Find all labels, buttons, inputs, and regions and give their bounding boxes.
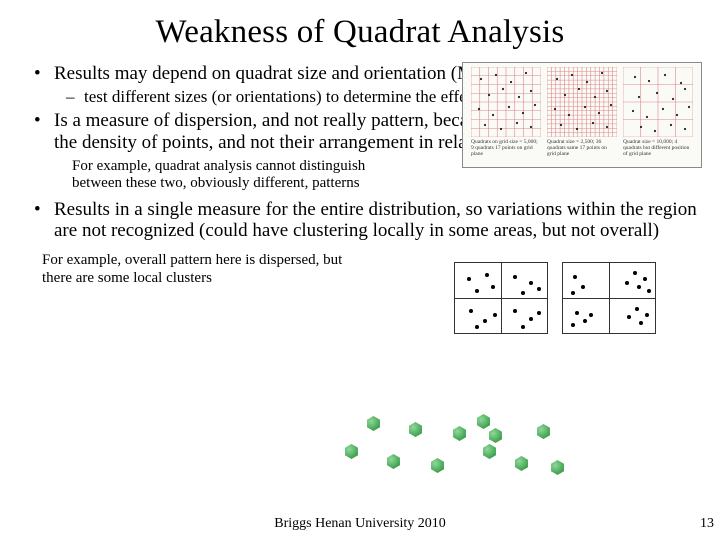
pattern-b [562,262,656,334]
caption-a: Quadrats on grid size = 5,000; 9 quadrat… [471,139,541,157]
slide-title: Weakness of Quadrat Analysis [0,0,720,51]
bullet-3-note: For example, overall pattern here is dis… [42,252,362,287]
caption-b: Quadrat size = 2,500; 36 quadrats same 1… [547,139,617,157]
page-number: 13 [700,516,714,532]
footer-text: Briggs Henan University 2010 [0,516,720,532]
bullet-2-note: For example, quadrat analysis cannot dis… [72,158,402,193]
grid-c [623,67,693,137]
caption-c: Quadrat size = 10,000; 4 quadrats but di… [623,139,693,157]
pattern-a [454,262,548,334]
figure-two-patterns [454,262,658,338]
figure-quadrat-grids: Quadrats on grid size = 5,000; 9 quadrat… [462,62,702,168]
figure-hex-cluster [338,406,562,488]
bullet-3: Results in a single measure for the enti… [54,199,700,243]
grid-a [471,67,541,137]
grid-b [547,67,617,137]
